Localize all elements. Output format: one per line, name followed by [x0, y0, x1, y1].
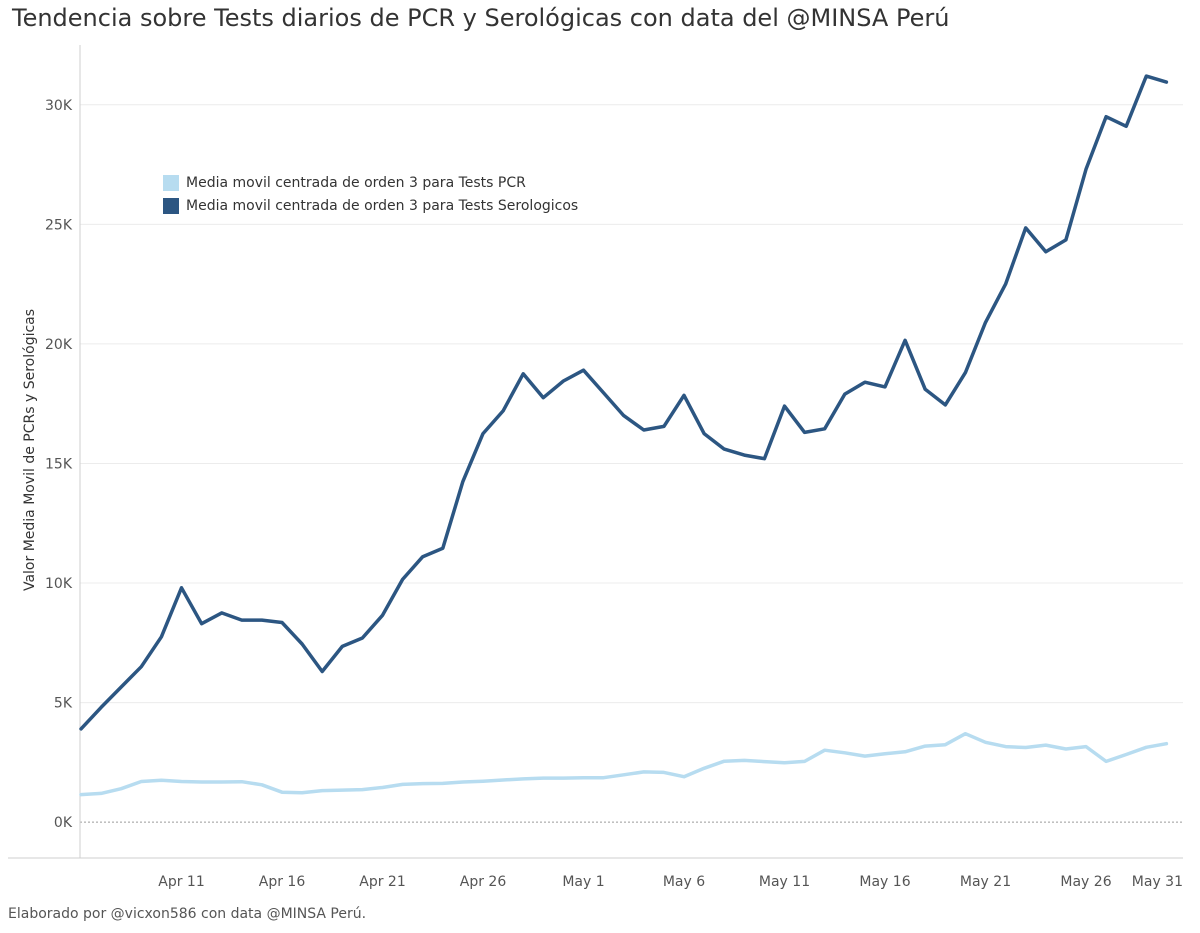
chart-title: Tendencia sobre Tests diarios de PCR y S… — [12, 4, 950, 32]
axes — [8, 45, 1183, 859]
series-line-serologicos — [79, 74, 1169, 731]
y-axis-label: Valor Media Movil de PCRs y Serológicas — [22, 308, 38, 592]
tick-labels: 0K 5K 10K 15K 20K 25K 30K Apr 11 Apr 16 Apr 21 Apr… — [45, 98, 1183, 890]
y-tick-label: 0K — [54, 815, 73, 831]
source-footer: Elaborado por @vicxon586 con data @MINSA… — [8, 906, 367, 922]
y-tick-label: 5K — [54, 696, 73, 712]
x-tick-label: May 6 — [663, 874, 705, 890]
y-tick-label: 10K — [45, 576, 73, 592]
legend-swatch-pcr — [163, 174, 179, 191]
legend: Media movil centrada de orden 3 para Tes… — [163, 171, 578, 217]
x-tick-label: May 11 — [759, 874, 810, 890]
legend-item-pcr[interactable]: Media movil centrada de orden 3 para Tes… — [163, 171, 578, 194]
y-tick-label: 30K — [45, 98, 73, 114]
series-line-pcr — [79, 731, 1169, 797]
x-tick-label: Apr 16 — [259, 874, 306, 890]
legend-label-pcr: Media movil centrada de orden 3 para Tes… — [186, 174, 526, 191]
x-tick-label: May 26 — [1060, 874, 1111, 890]
y-tick-label: 25K — [45, 217, 73, 233]
legend-item-serologicos[interactable]: Media movil centrada de orden 3 para Tes… — [163, 194, 578, 217]
x-tick-label: Apr 11 — [158, 874, 204, 890]
x-tick-label: May 21 — [960, 874, 1011, 890]
x-tick-label: Apr 21 — [359, 874, 405, 890]
grid-lines — [80, 104, 1183, 823]
x-tick-label: Apr 26 — [460, 874, 507, 890]
series-lines — [79, 74, 1169, 797]
legend-swatch-serologicos — [163, 197, 179, 214]
x-tick-label: May 16 — [859, 874, 910, 890]
y-tick-label: 15K — [45, 456, 73, 472]
x-tick-label: May 31 — [1132, 874, 1183, 890]
y-tick-label: 20K — [45, 337, 73, 353]
x-tick-label: May 1 — [562, 874, 604, 890]
legend-label-serologicos: Media movil centrada de orden 3 para Tes… — [186, 197, 579, 214]
